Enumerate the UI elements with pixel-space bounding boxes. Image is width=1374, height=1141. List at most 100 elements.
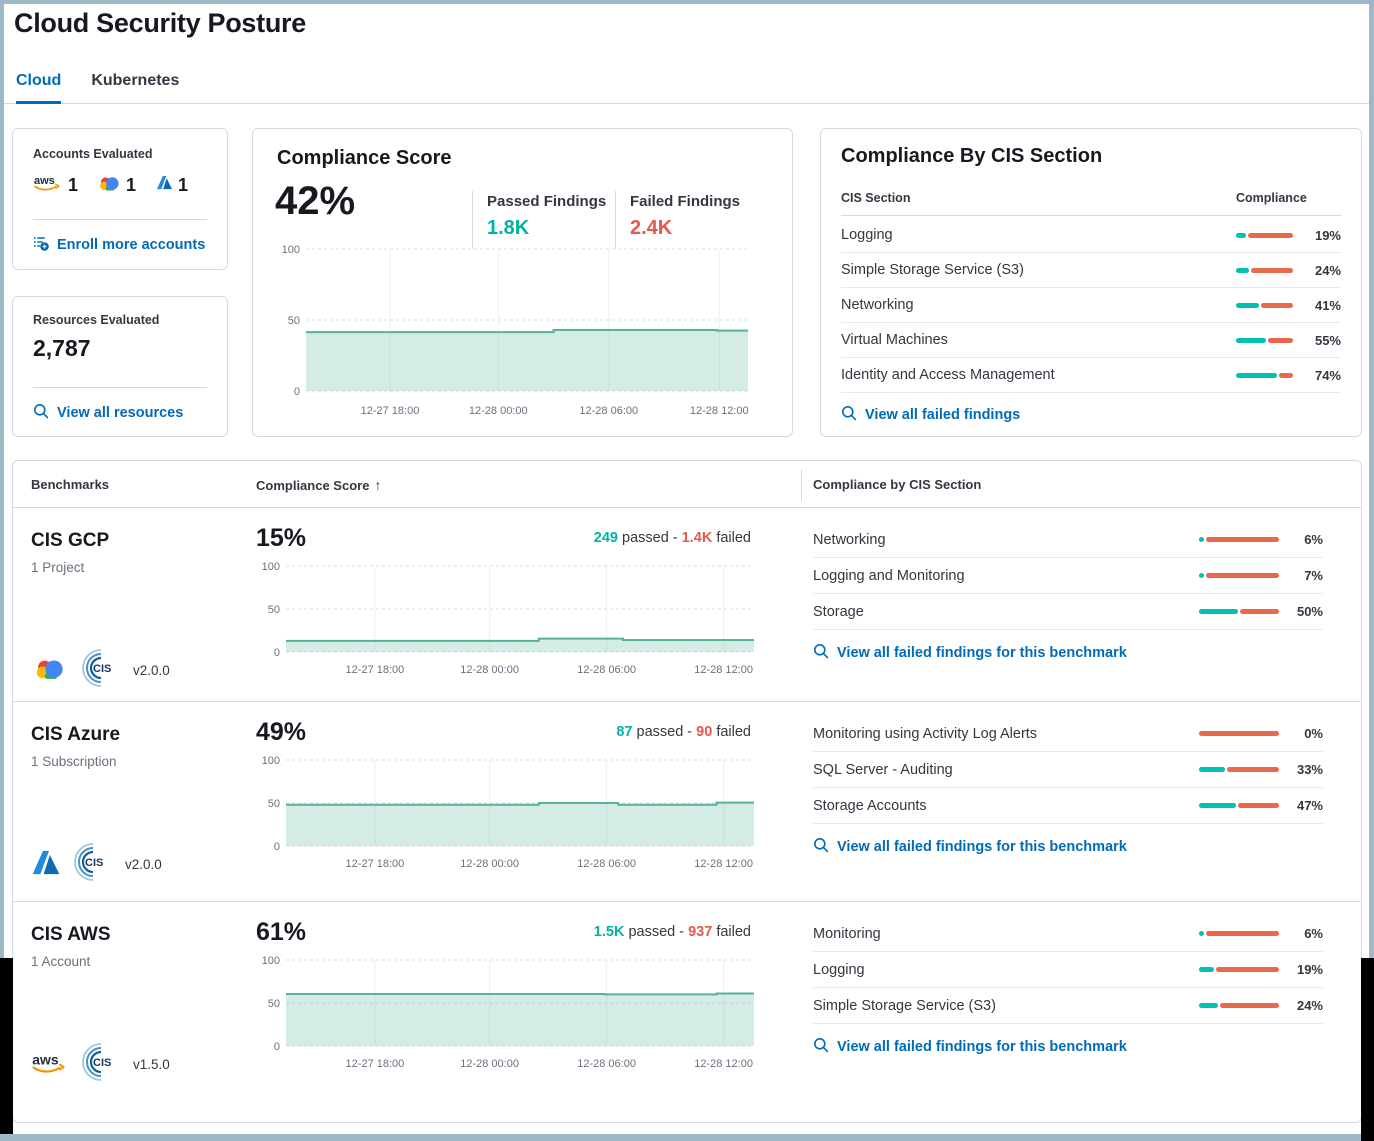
resources-card-title: Resources Evaluated [33,313,160,327]
compliance-bar-failed [1237,803,1279,808]
svg-text:12-28 00:00: 12-28 00:00 [460,664,519,676]
azure-icon [31,849,61,881]
cis-logo-icon: CIS [81,648,121,693]
compliance-bar-passed [1199,1003,1218,1008]
view-all-failed-findings-link[interactable]: View all failed findings [841,405,1020,425]
benchmark-scope: 1 Subscription [31,754,117,769]
cis-section-row: Logging 19% [813,952,1323,988]
svg-text:12-28 12:00: 12-28 12:00 [694,1058,753,1070]
compliance-percentage: 19% [1296,962,1323,977]
benchmark-version: v2.0.0 [133,663,170,678]
svg-text:0: 0 [274,841,280,853]
svg-text:12-28 06:00: 12-28 06:00 [577,858,636,870]
passed-count: 87 [616,724,633,740]
benchmark-logos: CIS v2.0.0 [31,842,162,887]
benchmark-scope: 1 Account [31,954,91,969]
compliance-percentage: 19% [1314,227,1341,243]
search-icon [813,837,829,857]
accounts-evaluated-card: Accounts Evaluated aws 1 1 1 [12,128,228,270]
compliance-percentage: 55% [1314,332,1341,348]
compliance-percentage: 24% [1314,262,1341,278]
svg-text:100: 100 [262,561,280,573]
frame-border-right [1369,0,1374,1141]
svg-text:12-28 12:00: 12-28 12:00 [694,664,753,676]
link-label: Enroll more accounts [57,237,206,253]
compliance-bar-failed [1199,731,1279,736]
cis-section-row: Storage Accounts 47% [813,788,1323,824]
svg-text:0: 0 [274,1041,280,1053]
search-icon [813,1037,829,1057]
frame-border-top [0,0,1374,4]
cis-section-row: Virtual Machines 55% [841,323,1341,358]
benchmark-logos: aws CIS v1.5.0 [31,1042,170,1087]
view-failed-findings-benchmark-link[interactable]: View all failed findings for this benchm… [813,837,1323,857]
svg-text:0: 0 [294,386,300,398]
cis-card-title: Compliance By CIS Section [841,145,1103,167]
compliance-bar-failed [1205,931,1279,936]
compliance-bar-failed [1268,337,1293,343]
benchmark-row: CIS GCP 1 Project CIS v2.0.0 15% 249 pas… [13,508,1361,702]
benchmark-name: CIS AWS [31,924,111,945]
cis-section-row: Monitoring using Activity Log Alerts 0% [813,716,1323,752]
tab-kubernetes[interactable]: Kubernetes [91,72,180,89]
cis-section-label: Networking [813,531,886,548]
divider [33,219,207,220]
benchmark-pass-fail: 1.5K passed - 937 failed [593,924,751,940]
compliance-bar-passed [1199,931,1204,936]
azure-icon [156,175,173,195]
cis-section-row: Identity and Access Management 74% [841,358,1341,393]
azure-account-count: 1 [156,175,188,196]
compliance-bar [1236,232,1293,238]
compliance-score-card: Compliance Score 42% Passed Findings 1.8… [252,128,793,437]
svg-text:12-27 18:00: 12-27 18:00 [346,1058,405,1070]
compliance-percentage: 50% [1296,604,1323,619]
compliance-bar-failed [1215,967,1279,972]
link-label: View all failed findings for this benchm… [837,1039,1127,1055]
compliance-bar [1199,767,1279,772]
enroll-more-accounts-link[interactable]: Enroll more accounts [33,235,205,255]
svg-text:100: 100 [262,755,280,767]
view-all-resources-link[interactable]: View all resources [33,403,183,423]
tab-cloud[interactable]: Cloud [16,72,62,104]
benchmark-score-cell: 15% 249 passed - 1.4K failed 12-27 18:00… [256,508,801,701]
compliance-bar [1199,537,1279,542]
benchmark-score: 15% [256,524,307,552]
view-failed-findings-benchmark-link[interactable]: View all failed findings for this benchm… [813,1037,1323,1057]
compliance-by-cis-section-column-header: Compliance by CIS Section [813,477,982,492]
cis-section-row: Networking 41% [841,288,1341,323]
failed-findings-value: 2.4K [630,217,673,239]
compliance-bar [1199,573,1279,578]
compliance-bar-passed [1236,372,1277,378]
failed-count: 1.4K [681,530,713,546]
compliance-percentage: 33% [1296,762,1323,777]
benchmark-trend-chart: 12-27 18:00 12-28 00:00 12-28 06:00 12-28 1… [256,754,776,872]
tab-bar: Cloud Kubernetes [16,72,179,104]
cis-section-label: Logging and Monitoring [813,567,965,584]
compliance-percentage: 7% [1304,568,1323,583]
benchmark-logos: CIS v2.0.0 [31,648,170,693]
cis-logo-icon: CIS [81,1042,121,1087]
benchmark-sections-list: Monitoring using Activity Log Alerts 0% … [813,716,1323,824]
compliance-by-cis-section-card: Compliance By CIS Section CIS Section Co… [820,128,1362,437]
cis-section-column-header: CIS Section [841,191,911,205]
compliance-bar-failed [1219,1003,1279,1008]
benchmarks-table-card: Benchmarks Compliance Score ↑ Compliance … [12,460,1362,1123]
svg-text:12-27 18:00: 12-27 18:00 [346,664,405,676]
frame-border-left [0,0,4,1141]
svg-text:12-27 18:00: 12-27 18:00 [361,405,420,417]
benchmark-name: CIS Azure [31,724,121,745]
compliance-percentage: 74% [1314,367,1341,383]
cis-section-label: Monitoring [813,925,881,942]
benchmarks-column-header: Benchmarks [31,477,110,492]
svg-text:12-28 12:00: 12-28 12:00 [690,405,749,417]
benchmark-sections-list: Networking 6% Logging and Monitoring 7% … [813,522,1323,630]
failed-count: 90 [696,724,713,740]
compliance-bar-passed [1199,767,1225,772]
compliance-score-column-header[interactable]: Compliance Score ↑ [256,477,382,493]
view-failed-findings-benchmark-link[interactable]: View all failed findings for this benchm… [813,643,1323,663]
cis-section-label: Simple Storage Service (S3) [813,997,996,1014]
svg-text:50: 50 [268,998,280,1010]
compliance-bar-passed [1236,232,1247,238]
benchmark-version: v2.0.0 [125,857,162,872]
compliance-percentage: 24% [1296,998,1323,1013]
